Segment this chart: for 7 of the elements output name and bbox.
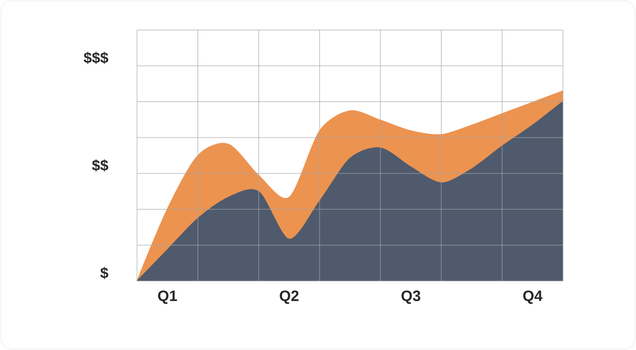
text: $$$ — [84, 52, 108, 64]
x-tick-label: Q3 — [402, 290, 420, 304]
x-tick-label: Q1 — [158, 290, 177, 304]
text: $ — [100, 266, 108, 280]
text: $$ — [92, 159, 108, 172]
x-tick-label: Q4 — [523, 290, 542, 304]
x-tick-label: Q2 — [280, 290, 299, 304]
